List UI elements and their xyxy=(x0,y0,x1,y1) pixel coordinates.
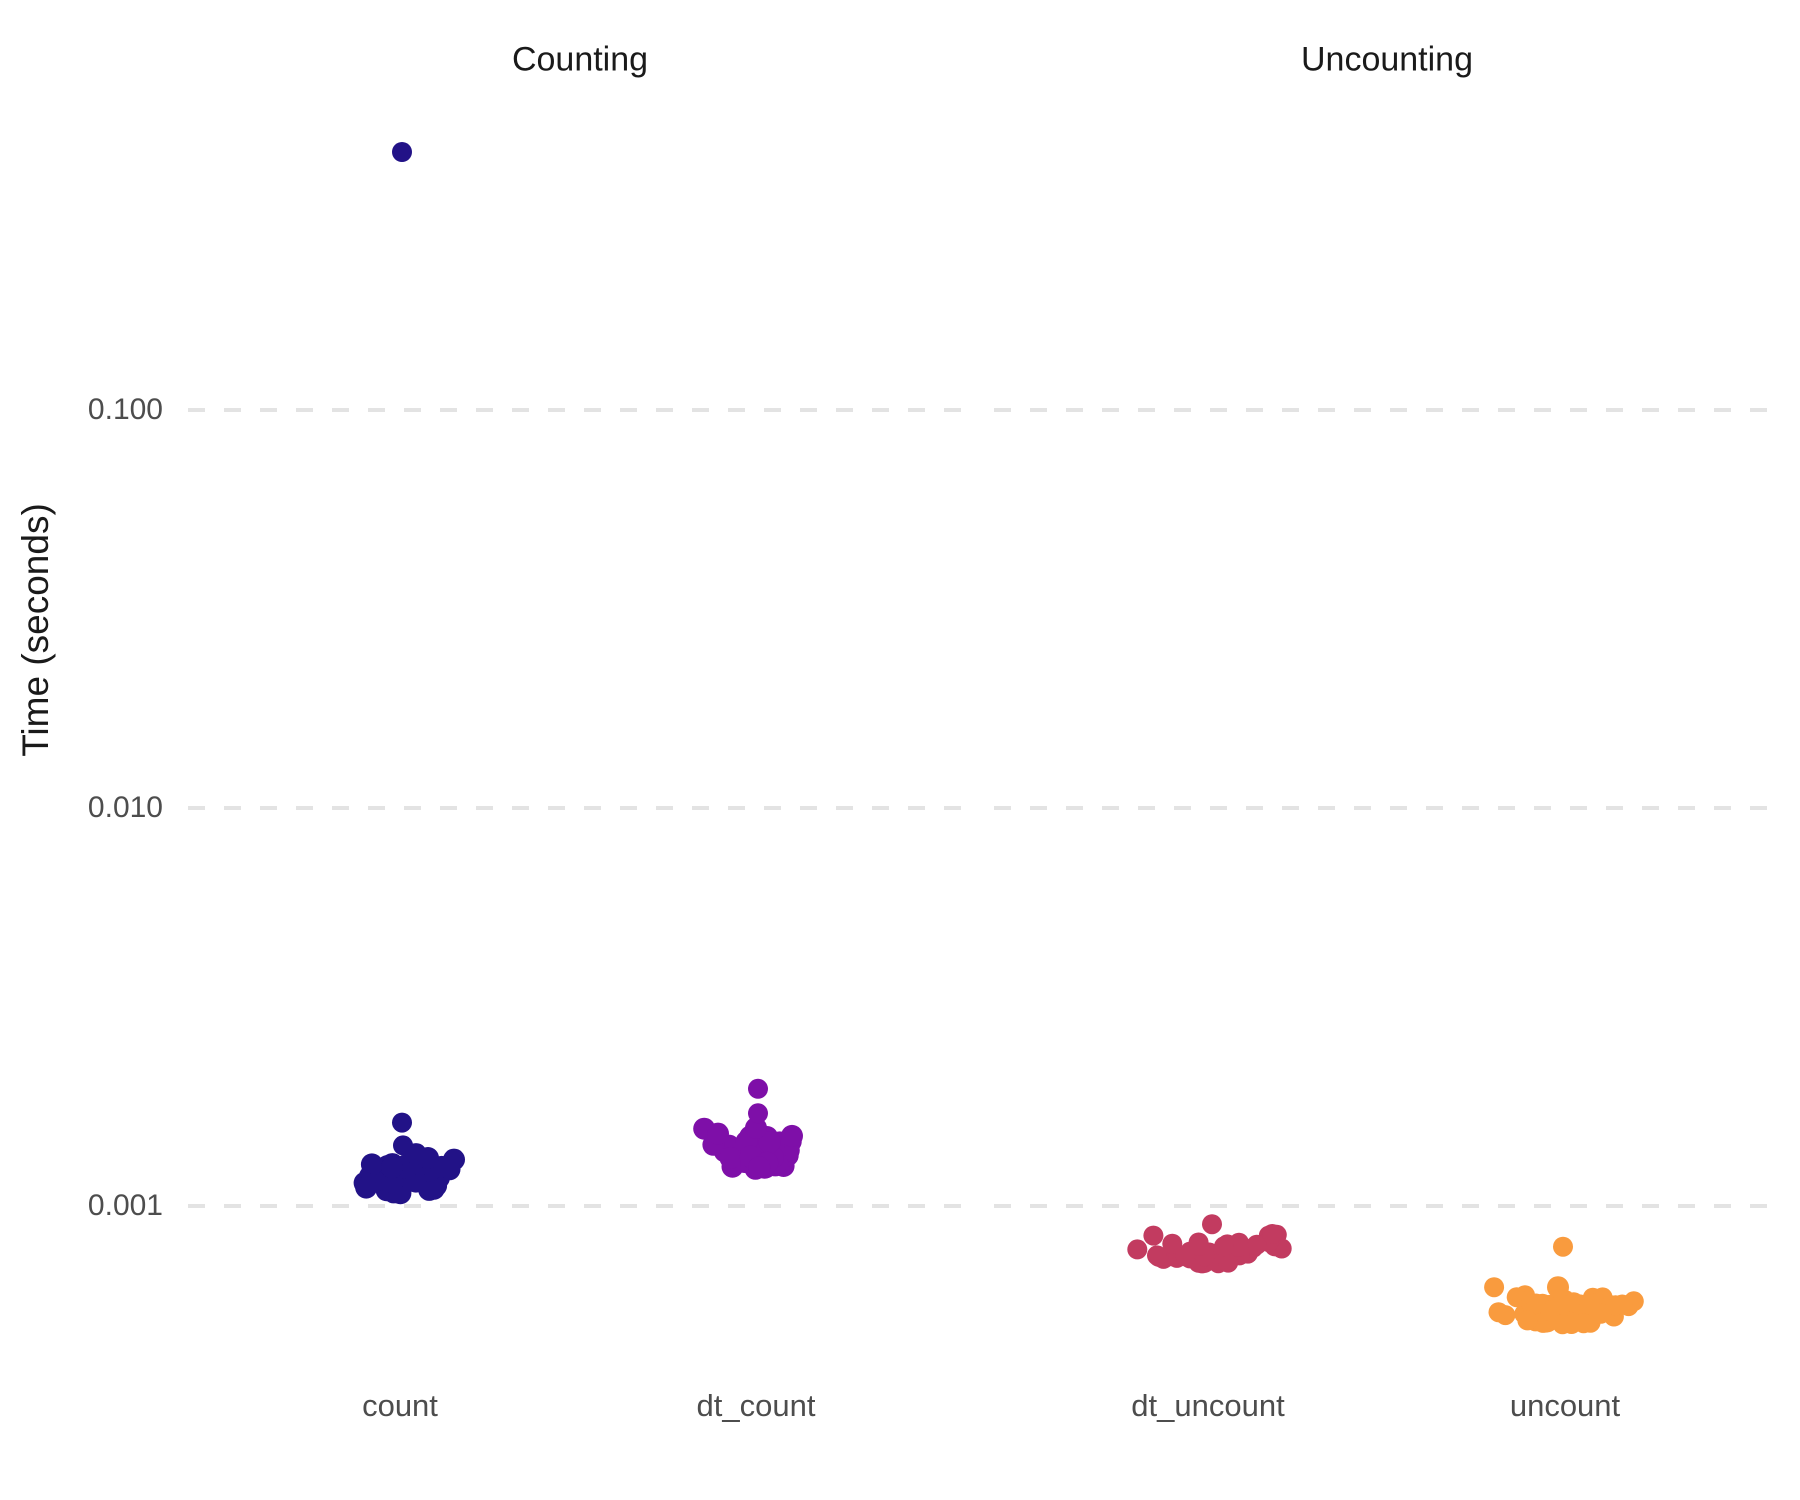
data-point-dt_count xyxy=(719,1146,742,1169)
outlier-point-count xyxy=(392,142,412,162)
facet-title-counting: Counting xyxy=(511,40,649,79)
data-point-dt_uncount xyxy=(1262,1224,1283,1244)
data-point-uncount xyxy=(1484,1277,1505,1298)
data-point-uncount xyxy=(1547,1276,1569,1299)
data-point-dt_uncount xyxy=(1162,1233,1183,1254)
data-point-dt_uncount xyxy=(1189,1235,1210,1256)
x-label-dt-count: dt_count xyxy=(696,1388,816,1423)
data-point-dt_uncount xyxy=(1147,1245,1167,1266)
data-point-uncount xyxy=(1590,1303,1611,1324)
x-label-count: count xyxy=(362,1388,438,1423)
data-point-dt_uncount xyxy=(1246,1234,1267,1255)
y-tick-label-0010: 0.010 xyxy=(87,791,163,824)
data-point-dt_count xyxy=(758,1131,781,1154)
data-point-dt_uncount xyxy=(1127,1239,1148,1260)
data-point-dt_uncount xyxy=(1214,1236,1234,1257)
data-point-dt_count xyxy=(748,1078,768,1099)
data-point-uncount xyxy=(1553,1236,1573,1257)
data-point-dt_count xyxy=(707,1122,729,1145)
data-point-uncount xyxy=(1573,1313,1594,1334)
data-point-uncount xyxy=(1488,1302,1509,1323)
data-point-dt_uncount xyxy=(1202,1214,1222,1235)
data-point-dt_count xyxy=(748,1103,768,1124)
y-axis-title: Time (seconds) xyxy=(15,503,56,757)
data-point-count xyxy=(392,1112,412,1133)
data-point-count xyxy=(355,1176,378,1199)
data-point-dt_uncount xyxy=(1228,1236,1249,1257)
data-point-uncount xyxy=(1552,1314,1573,1335)
data-point-uncount xyxy=(1526,1293,1546,1314)
data-point-uncount xyxy=(1605,1295,1626,1316)
x-label-dt-uncount: dt_uncount xyxy=(1131,1388,1285,1423)
x-label-uncount: uncount xyxy=(1509,1388,1621,1423)
data-point-count xyxy=(380,1156,403,1179)
data-point-dt_uncount xyxy=(1143,1225,1164,1246)
data-point-dt_uncount xyxy=(1218,1252,1239,1273)
data-point-count xyxy=(417,1147,439,1169)
data-point-dt_count xyxy=(748,1156,771,1179)
data-point-count xyxy=(360,1153,383,1176)
y-tick-label-0001: 0.001 xyxy=(87,1189,163,1222)
data-point-dt_count xyxy=(781,1124,803,1147)
data-point-dt_uncount xyxy=(1175,1246,1196,1267)
y-tick-label-0100: 0.100 xyxy=(87,393,163,426)
facet-title-uncounting: Uncounting xyxy=(1300,40,1474,79)
data-point-uncount xyxy=(1517,1310,1538,1331)
